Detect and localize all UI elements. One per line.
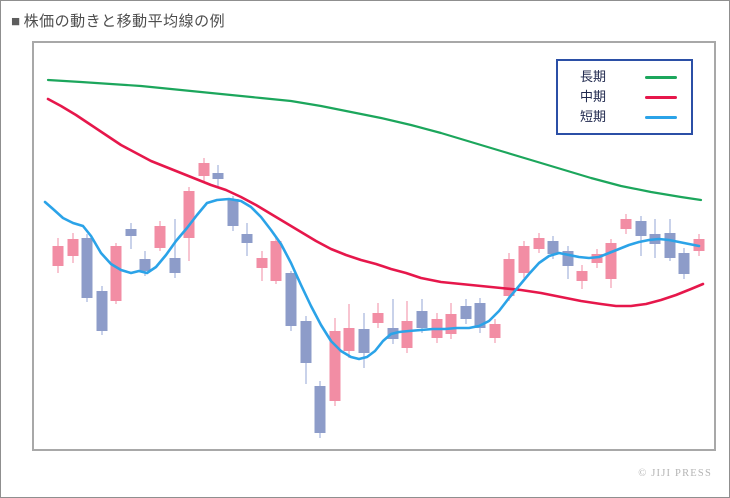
legend-item-short-term: 短期 xyxy=(580,109,679,125)
legend-label-long-term: 長期 xyxy=(580,69,607,84)
title-square-bullet-icon: ■ xyxy=(11,13,21,30)
legend-item-mid-term: 中期 xyxy=(580,89,679,105)
legend-label-short-term: 短期 xyxy=(580,109,607,124)
legend-item-long-term: 長期 xyxy=(580,69,679,85)
page-title-text: 株価の動きと移動平均線の例 xyxy=(23,13,226,30)
mid-term-line-swatch-icon xyxy=(645,95,677,99)
long-term-line-swatch-icon xyxy=(645,75,677,79)
chart-legend: 長期 中期 短期 xyxy=(556,59,693,135)
copyright-credit: © JIJI PRESS xyxy=(638,468,712,479)
legend-label-mid-term: 中期 xyxy=(580,89,607,104)
short-term-line-swatch-icon xyxy=(645,115,677,119)
page-title: ■ 株価の動きと移動平均線の例 xyxy=(11,11,225,33)
